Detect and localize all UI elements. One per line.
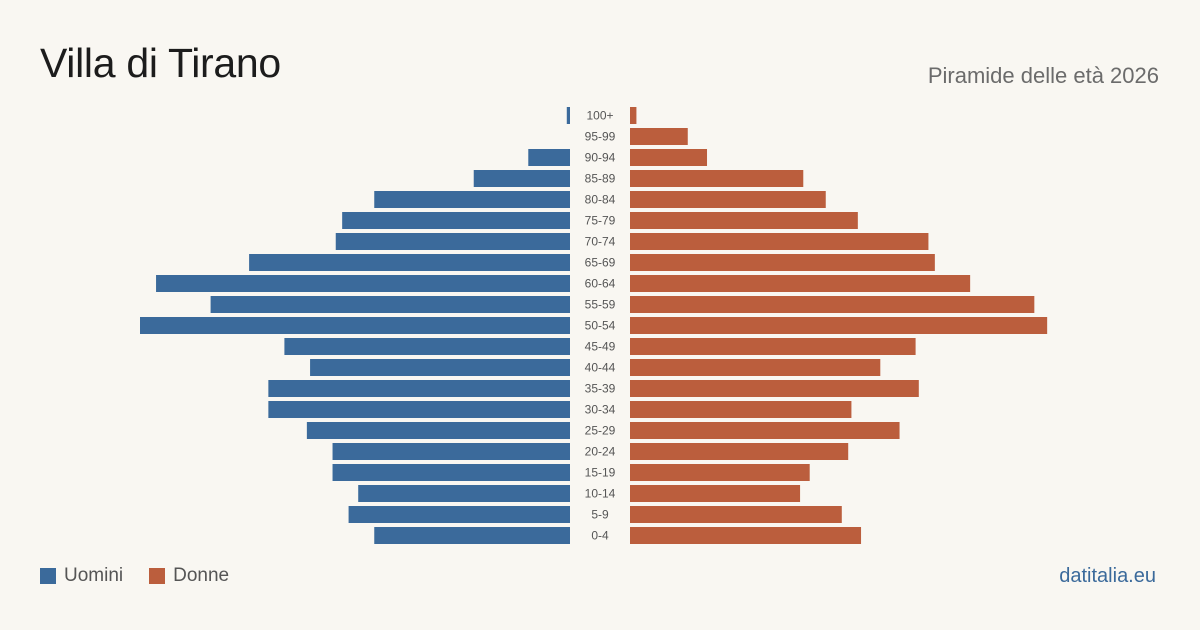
bar-men-50-54 <box>140 317 570 334</box>
bar-men-10-14 <box>358 485 570 502</box>
bar-women-15-19 <box>630 464 810 481</box>
bar-men-70-74 <box>335 233 570 250</box>
age-label-85-89: 85-89 <box>585 172 616 186</box>
bar-men-5-9 <box>348 506 570 523</box>
legend-item-women: Donne <box>149 565 229 587</box>
bar-men-80-84 <box>374 191 570 208</box>
bar-women-0-4 <box>630 527 862 544</box>
bar-men-25-29 <box>306 422 570 439</box>
bar-women-80-84 <box>630 191 826 208</box>
bar-men-45-49 <box>284 338 570 355</box>
bar-men-60-64 <box>156 275 570 292</box>
age-label-80-84: 80-84 <box>585 193 616 207</box>
bar-men-55-59 <box>210 296 570 313</box>
age-label-90-94: 90-94 <box>585 151 616 165</box>
legend-swatch-men <box>40 568 56 584</box>
bar-women-85-89 <box>630 170 804 187</box>
bar-women-90-94 <box>630 149 708 166</box>
age-label-45-49: 45-49 <box>585 340 616 354</box>
age-label-30-34: 30-34 <box>585 403 616 417</box>
bar-men-0-4 <box>374 527 570 544</box>
age-label-70-74: 70-74 <box>585 235 616 249</box>
bar-women-70-74 <box>630 233 929 250</box>
age-label-95-99: 95-99 <box>585 130 616 144</box>
bar-men-65-69 <box>249 254 570 271</box>
age-label-100+: 100+ <box>586 109 613 123</box>
bar-women-10-14 <box>630 485 801 502</box>
bar-women-75-79 <box>630 212 858 229</box>
bar-women-40-44 <box>630 359 881 376</box>
legend-label-men: Uomini <box>64 565 124 586</box>
bar-men-85-89 <box>473 170 570 187</box>
chart-title: Villa di Tirano <box>40 40 281 86</box>
bar-women-5-9 <box>630 506 842 523</box>
legend-label-women: Donne <box>173 565 230 586</box>
age-label-60-64: 60-64 <box>585 277 616 291</box>
bar-women-55-59 <box>630 296 1035 313</box>
bar-men-90-94 <box>528 149 570 166</box>
bar-men-35-39 <box>268 380 570 397</box>
brand-link[interactable]: datitalia.eu <box>1059 565 1156 587</box>
bar-women-65-69 <box>630 254 935 271</box>
bar-men-20-24 <box>332 443 570 460</box>
chart-subtitle: Piramide delle età 2026 <box>927 63 1159 88</box>
bar-men-100+ <box>566 107 570 124</box>
bar-men-40-44 <box>310 359 570 376</box>
legend-swatch-women <box>149 568 166 584</box>
bar-women-45-49 <box>630 338 916 355</box>
age-label-65-69: 65-69 <box>585 256 616 270</box>
age-label-25-29: 25-29 <box>585 424 616 438</box>
age-label-40-44: 40-44 <box>585 361 616 375</box>
legend: Uomini Donne <box>40 565 229 587</box>
age-label-0-4: 0-4 <box>591 529 609 543</box>
bar-men-15-19 <box>332 464 570 481</box>
age-label-35-39: 35-39 <box>585 382 616 396</box>
bar-women-35-39 <box>630 380 919 397</box>
age-label-20-24: 20-24 <box>585 445 616 459</box>
bar-women-25-29 <box>630 422 900 439</box>
age-label-15-19: 15-19 <box>585 466 616 480</box>
legend-item-men: Uomini <box>40 565 123 587</box>
bar-men-30-34 <box>268 401 570 418</box>
age-label-55-59: 55-59 <box>585 298 616 312</box>
age-label-50-54: 50-54 <box>585 319 616 333</box>
age-label-5-9: 5-9 <box>591 508 609 522</box>
bar-women-30-34 <box>630 401 852 418</box>
bar-women-100+ <box>630 107 637 124</box>
age-label-10-14: 10-14 <box>585 487 616 501</box>
bar-men-75-79 <box>342 212 570 229</box>
bar-women-20-24 <box>630 443 849 460</box>
age-label-75-79: 75-79 <box>585 214 616 228</box>
bar-women-50-54 <box>630 317 1048 334</box>
bar-women-95-99 <box>630 128 688 145</box>
bar-women-60-64 <box>630 275 971 292</box>
